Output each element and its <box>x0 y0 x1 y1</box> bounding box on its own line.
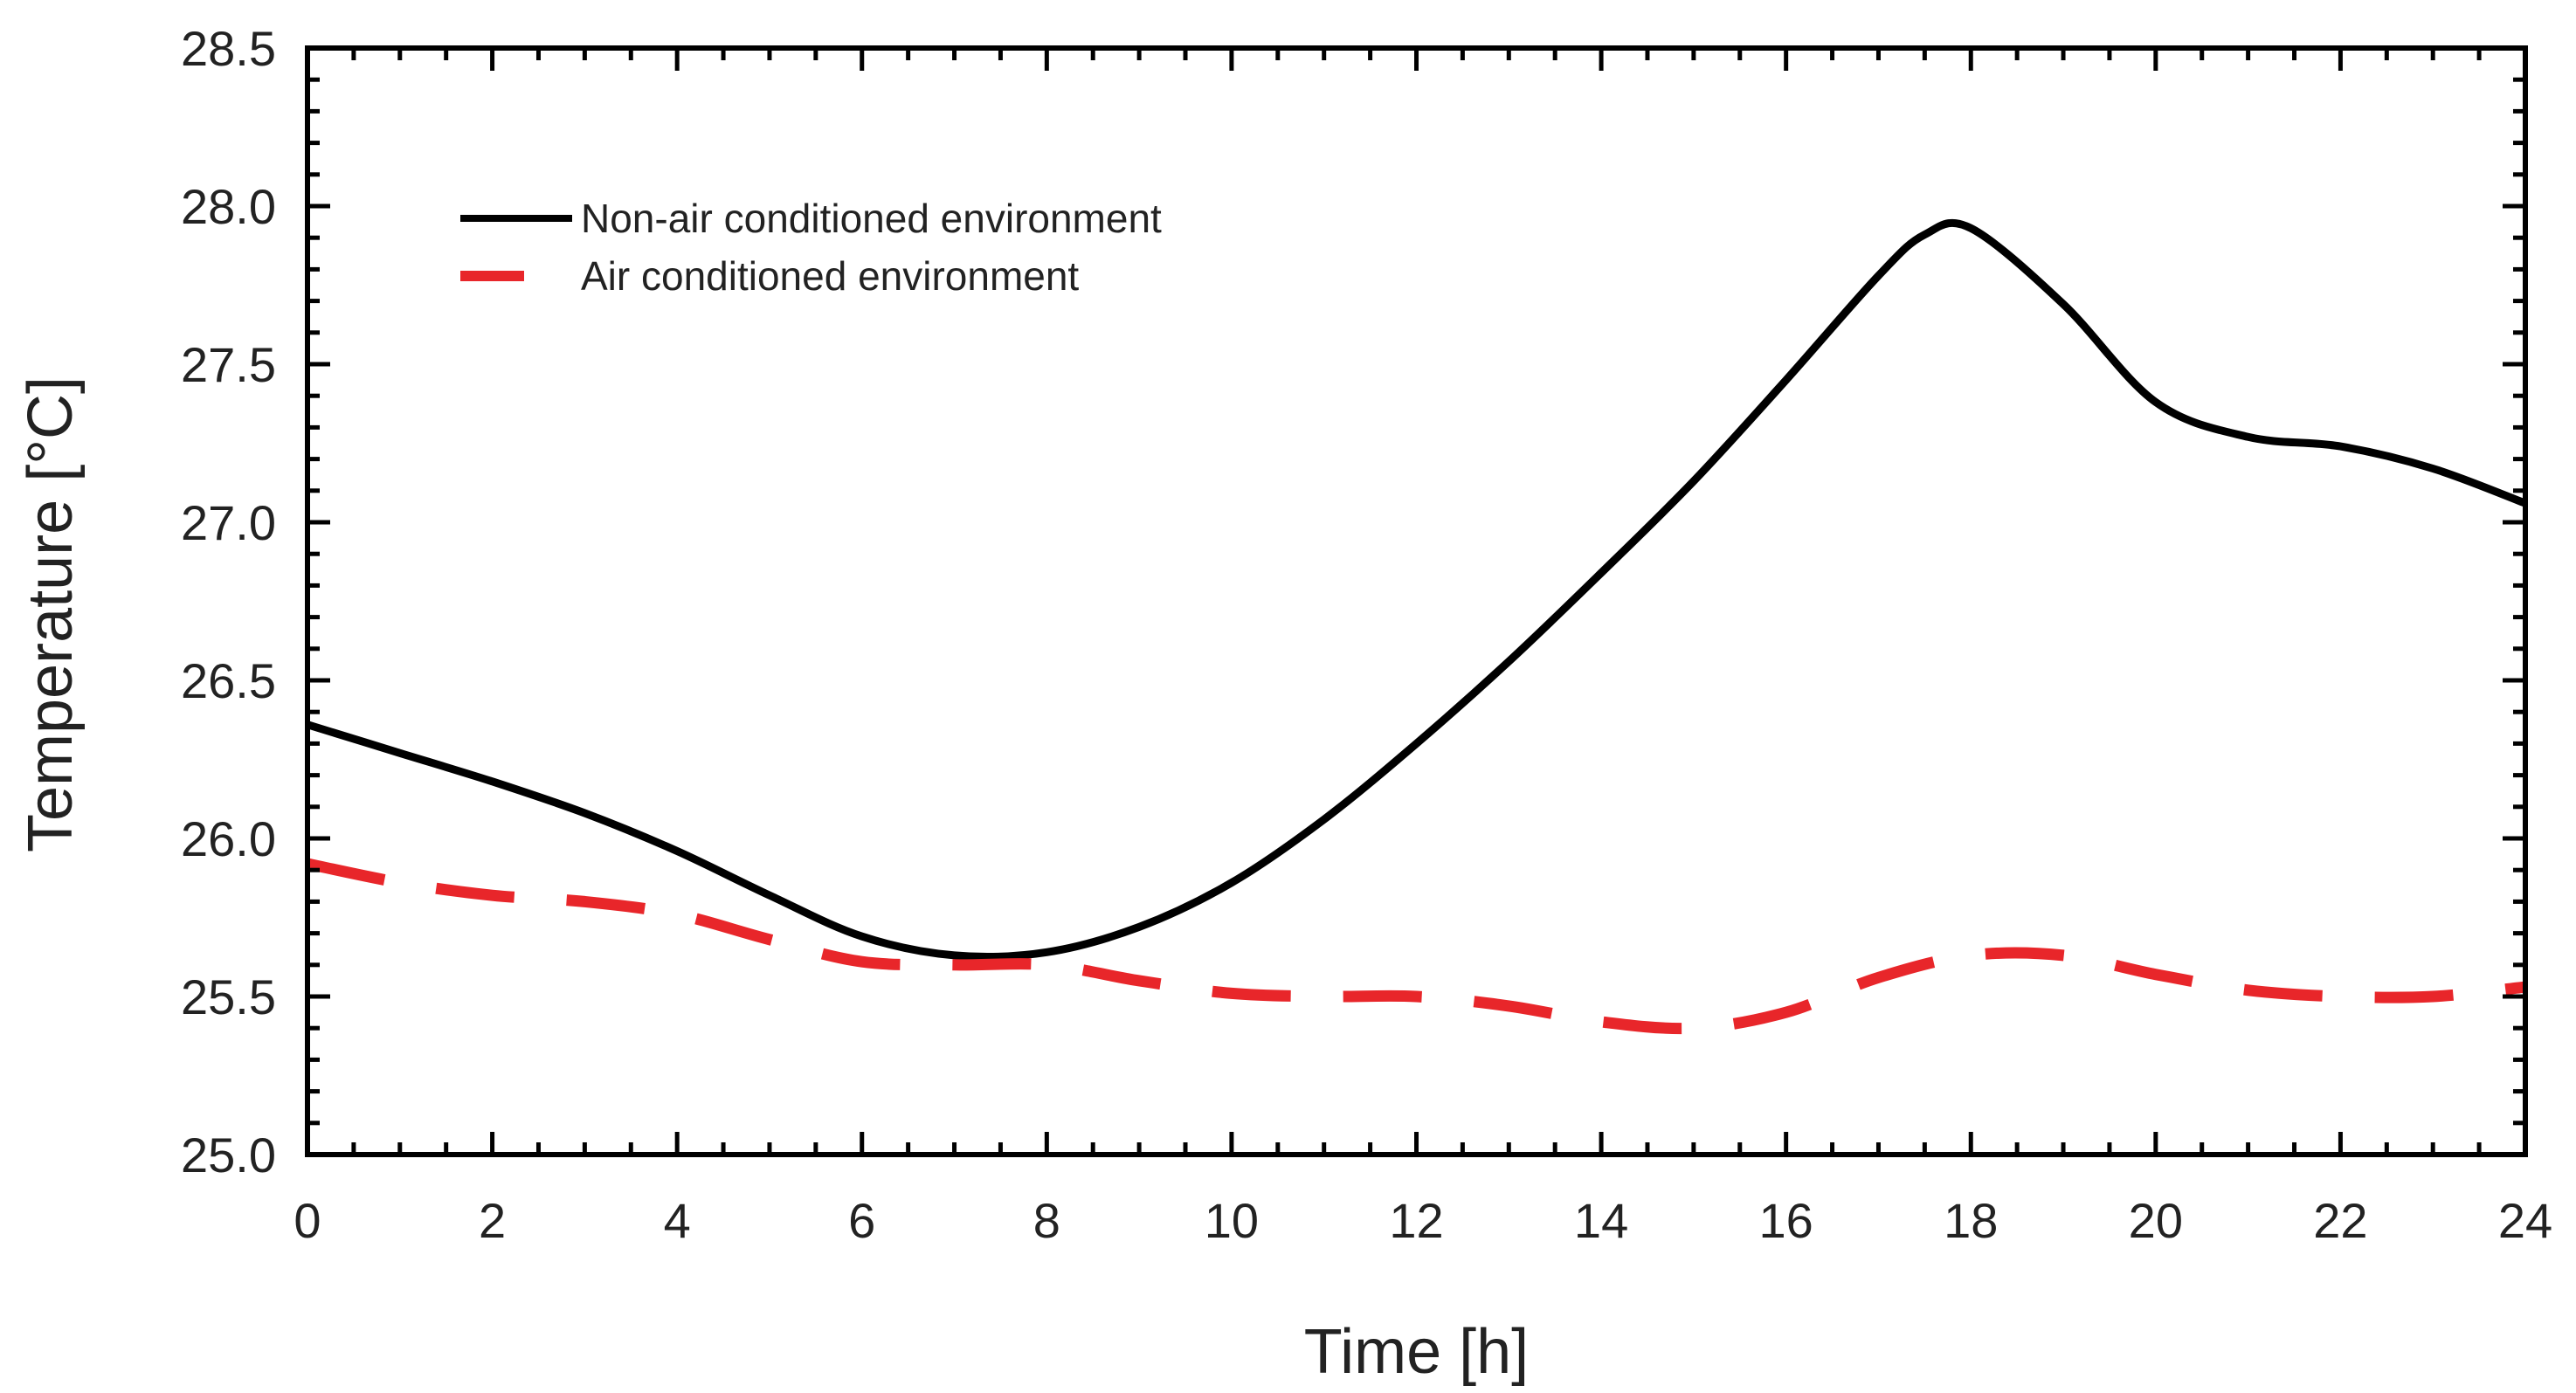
y-tick-label: 27.5 <box>181 337 276 392</box>
x-tick-label: 4 <box>664 1193 691 1248</box>
y-tick-label: 25.5 <box>181 969 276 1024</box>
y-tick-label: 26.0 <box>181 811 276 866</box>
y-tick-label: 28.5 <box>181 21 276 76</box>
x-tick-label: 12 <box>1389 1193 1443 1248</box>
labels-layer: 0 2 4 6 8 10 12 14 16 18 20 22 2425.025.526.026.527.… <box>181 21 2552 1248</box>
x-tick-label: 20 <box>2129 1193 2183 1248</box>
x-tick-label: 24 <box>2498 1193 2552 1248</box>
y-tick-label: 25.0 <box>181 1128 276 1183</box>
legend: Non-air conditioned environment Air cond… <box>460 196 1162 299</box>
y-tick-label: 26.5 <box>181 653 276 708</box>
series-line-non-air-conditioned <box>306 218 2527 962</box>
y-tick-label: 28.0 <box>181 179 276 234</box>
series-layer <box>306 218 2527 1035</box>
plot-frame <box>305 45 2528 1157</box>
legend-label-air-conditioned: Air conditioned environment <box>581 253 1079 299</box>
x-tick-label: 0 <box>294 1193 321 1248</box>
x-tick-label: 22 <box>2313 1193 2367 1248</box>
legend-label-non-air-conditioned: Non-air conditioned environment <box>581 196 1162 241</box>
x-axis-title: Time [h] <box>1304 1317 1529 1387</box>
y-axis-title: Temperature [°C] <box>16 376 86 852</box>
x-tick-label: 14 <box>1574 1193 1628 1248</box>
y-tick-label: 27.0 <box>181 495 276 550</box>
x-tick-label: 6 <box>848 1193 875 1248</box>
x-tick-label: 2 <box>479 1193 506 1248</box>
x-tick-label: 10 <box>1205 1193 1259 1248</box>
series-line-air-conditioned <box>306 858 2526 1035</box>
x-tick-label: 18 <box>1944 1193 1998 1248</box>
x-tick-label: 8 <box>1033 1193 1060 1248</box>
x-tick-label: 16 <box>1759 1193 1813 1248</box>
